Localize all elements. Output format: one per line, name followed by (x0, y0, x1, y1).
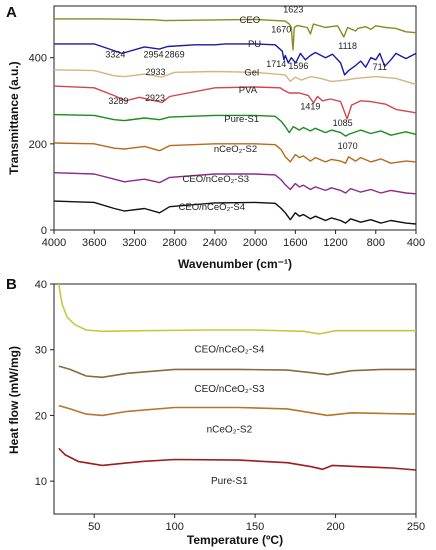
panel-a-letter: A (6, 4, 17, 21)
ftir-peak-label: 2954 (144, 50, 164, 60)
ftir-series-label-ceo: CEO (240, 15, 261, 26)
ftir-peak-label: 2869 (165, 50, 185, 60)
panel-b-ticks: 50 100 150 200 250 10 20 30 40 (35, 279, 425, 533)
panel-a: A 4000 3600 3200 2800 2400 2000 1600 1200 800 400… (6, 4, 425, 271)
ftir-peak-label: 1670 (271, 25, 291, 35)
dsc-series-label-ceo-nceo-s3: CEO/nCeO₂-S3 (194, 384, 264, 395)
ftir-series-label-pure-s1: Pure-S1 (224, 114, 259, 125)
panel-b-labels: CEO/nCeO₂-S4 CEO/nCeO₂-S3 nCeO₂-S2 Pure-S1 (194, 344, 264, 486)
dsc-line-pure-s1 (58, 447, 417, 471)
ftir-peak-label: 711 (373, 62, 387, 72)
panel-a-xlabel: Wavenumber (cm⁻¹) (178, 257, 292, 271)
dsc-line-ceo-nceo-s3 (58, 365, 416, 379)
ftir-peak-label: 1623 (283, 4, 303, 14)
ftir-line-pure-s1 (53, 113, 417, 137)
ftir-series-label-ceo-nceo-s4: CEO/nCeO₂-S4 (179, 202, 246, 213)
ftir-peak-label: 1118 (338, 41, 357, 51)
panel-b-xtick-label: 50 (88, 521, 100, 533)
ftir-peak-label: 1419 (300, 101, 320, 111)
panel-a-labels: CEO PU Gel PVA Pure-S1 nCeO₂-S2 CEO/nCeO₂-S3 CE… (105, 4, 387, 213)
panel-a-ytick-label: 400 (29, 53, 47, 65)
panel-a-ylabel: Transmittance (a.u.) (7, 61, 21, 174)
ftir-line-pu (54, 43, 417, 76)
panel-a-series (53, 18, 417, 225)
ftir-series-label-pu: PU (248, 39, 261, 50)
dsc-series-label-pure-s1: Pure-S1 (211, 476, 248, 487)
panel-b-xlabel: Temperature (ºC) (187, 533, 283, 547)
panel-b-ytick-label: 30 (35, 345, 47, 357)
ftir-series-label-nceo-s2: nCeO₂-S2 (214, 144, 257, 155)
panel-a-xtick-label: 1200 (323, 237, 347, 249)
panel-b-xtick-label: 250 (407, 521, 425, 533)
ftir-line-nceo-s2 (53, 142, 417, 164)
panel-b-ytick-label: 40 (35, 279, 47, 291)
ftir-peak-label: 1070 (338, 141, 358, 151)
ftir-peak-label: 2923 (145, 93, 165, 103)
panel-a-ytick-label: 0 (41, 225, 47, 237)
ftir-peak-label: 1714 (266, 59, 286, 69)
panel-a-xtick-label: 800 (367, 237, 385, 249)
dsc-line-ceo-nceo-s4 (58, 283, 416, 335)
ftir-series-label-pva: PVA (239, 85, 258, 96)
panel-b-xtick-label: 150 (246, 521, 264, 533)
panel-a-ticks: 4000 3600 3200 2800 2400 2000 1600 1200 800 40002… (29, 53, 426, 249)
ftir-line-ceo-nceo-s3 (53, 172, 417, 195)
ftir-series-label-gel: Gel (244, 68, 259, 79)
ftir-line-ceo-nceo-s4 (53, 200, 417, 225)
panel-a-frame (53, 5, 417, 231)
panel-a-xtick-label: 2800 (162, 237, 186, 249)
panel-b-letter: B (6, 276, 17, 293)
panel-b-xtick-label: 200 (326, 521, 344, 533)
panel-a-xtick-label: 1600 (283, 237, 307, 249)
dsc-series-label-nceo-s2: nCeO₂-S2 (207, 425, 253, 436)
panel-b-series (58, 283, 417, 471)
panel-b-xtick-label: 100 (165, 521, 183, 533)
ftir-line-gel (53, 69, 417, 86)
panel-a-xtick-label: 4000 (42, 237, 66, 249)
dsc-line-nceo-s2 (58, 404, 417, 417)
ftir-line-pva (53, 85, 417, 120)
ftir-peak-label: 3289 (108, 96, 128, 106)
ftir-peak-label: 2933 (146, 67, 166, 77)
ftir-peak-label: 3324 (105, 50, 125, 60)
ftir-line-ceo (54, 18, 417, 51)
panel-b-frame (53, 283, 417, 515)
panel-a-xtick-label: 2000 (243, 237, 267, 249)
panel-b-ytick-label: 20 (35, 410, 47, 422)
ftir-series-label-ceo-nceo-s3: CEO/nCeO₂-S3 (183, 174, 250, 185)
panel-a-xtick-label: 400 (407, 237, 425, 249)
panel-a-xtick-label: 3600 (82, 237, 106, 249)
panel-a-xtick-label: 2400 (203, 237, 227, 249)
ftir-peak-label: 1085 (333, 118, 353, 128)
panel-a-ytick-label: 200 (29, 139, 47, 151)
ftir-peak-label: 1596 (288, 61, 308, 71)
panel-b-ylabel: Heat flow (mW/mg) (7, 346, 21, 454)
dsc-series-label-ceo-nceo-s4: CEO/nCeO₂-S4 (194, 344, 264, 355)
panel-b-ytick-label: 10 (35, 476, 47, 488)
panel-a-xtick-label: 3200 (122, 237, 146, 249)
